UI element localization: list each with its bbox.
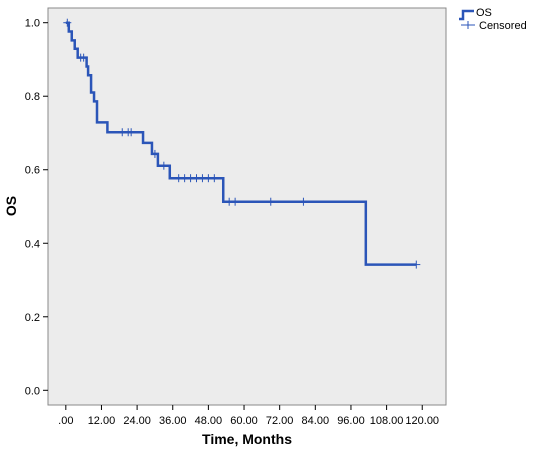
censored-marker <box>210 174 219 183</box>
censored-marker <box>127 128 136 137</box>
censored-marker <box>63 18 72 27</box>
y-tick-label: 0.4 <box>25 238 40 250</box>
censored-marker <box>412 260 421 269</box>
x-axis-title: Time, Months <box>202 431 292 447</box>
y-axis: 0.0 0.2 0.4 0.6 0.8 1.0 <box>25 18 48 397</box>
x-axis: .00 12.00 24.00 36.00 48.00 60.00 72.00 84.00 96… <box>58 405 439 427</box>
y-tick-label: 0.8 <box>25 91 40 103</box>
censored-marker <box>150 149 159 158</box>
censored-marker <box>266 197 275 206</box>
legend-os-label: OS <box>476 7 492 19</box>
series-layer <box>63 18 421 269</box>
x-tick-label: .00 <box>58 415 73 427</box>
y-axis-title: OS <box>3 196 19 216</box>
censored-marker <box>79 53 88 62</box>
x-tick-label: 36.00 <box>159 415 187 427</box>
legend-os-swatch <box>459 9 474 21</box>
plot-background <box>47 7 447 406</box>
x-tick-label: 60.00 <box>230 415 258 427</box>
x-tick-label: 96.00 <box>337 415 365 427</box>
censored-marker <box>231 197 240 206</box>
x-tick-label: 48.00 <box>195 415 223 427</box>
censored-marker <box>299 197 308 206</box>
x-tick-label: 120.00 <box>405 415 439 427</box>
legend: OS Censored <box>459 7 527 32</box>
y-tick-label: 0.2 <box>25 312 40 324</box>
x-tick-label: 24.00 <box>123 415 151 427</box>
y-tick-label: 0.6 <box>25 165 40 177</box>
legend-censored-label: Censored <box>479 20 527 32</box>
os-step-line <box>65 21 417 266</box>
x-tick-label: 72.00 <box>266 415 294 427</box>
x-tick-label: 108.00 <box>370 415 404 427</box>
censored-marker <box>159 161 168 170</box>
y-tick-label: 1.0 <box>25 18 40 30</box>
y-tick-label: 0.0 <box>25 385 40 397</box>
x-tick-label: 84.00 <box>302 415 330 427</box>
x-tick-label: 12.00 <box>88 415 116 427</box>
